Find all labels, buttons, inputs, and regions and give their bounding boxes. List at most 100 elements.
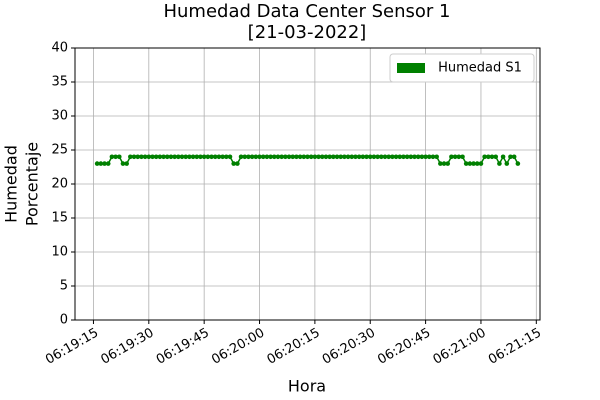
data-point: [187, 154, 192, 160]
data-point: [456, 154, 462, 160]
plot-frame: [74, 47, 541, 321]
data-point: [415, 154, 421, 160]
data-point: [504, 161, 510, 166]
y-tick-label: 35: [51, 75, 68, 90]
data-point: [157, 154, 163, 160]
data-point: [489, 154, 495, 160]
data-point: [308, 154, 314, 160]
x-tick-label: 06:20:00: [209, 326, 267, 368]
data-point: [486, 154, 491, 160]
data-point: [434, 154, 439, 160]
x-tick-label: 06:19:15: [43, 326, 101, 368]
x-tick-label: 06:21:15: [486, 326, 544, 368]
y-tick-label: 25: [51, 143, 68, 158]
data-point: [408, 154, 414, 160]
data-point: [301, 154, 307, 160]
data-point: [105, 161, 111, 166]
data-point: [508, 154, 513, 160]
data-point: [161, 154, 166, 160]
data-point: [286, 154, 292, 160]
data-point: [312, 154, 318, 160]
x-tick-label: 06:20:30: [320, 326, 378, 368]
data-point: [194, 154, 200, 160]
data-point: [216, 154, 222, 160]
data-point: [205, 154, 211, 160]
data-point: [113, 154, 118, 160]
data-point: [227, 154, 233, 160]
data-point: [98, 161, 104, 166]
data-point: [327, 154, 332, 160]
y-axis-label: Porcentaje: [23, 142, 42, 226]
data-point: [253, 154, 259, 160]
data-point: [139, 154, 144, 160]
data-point: [467, 161, 473, 166]
data-point: [297, 154, 303, 160]
data-point: [430, 154, 436, 160]
data-point: [474, 161, 480, 166]
data-point: [323, 154, 329, 160]
data-point: [463, 161, 469, 166]
data-point: [393, 154, 399, 160]
data-point: [150, 154, 155, 160]
data-point: [452, 154, 458, 160]
x-tick-label: 06:21:00: [431, 326, 489, 368]
data-point: [146, 154, 152, 160]
data-point: [423, 154, 428, 160]
data-point: [283, 154, 288, 160]
data-point: [242, 154, 248, 160]
data-point: [426, 154, 432, 160]
data-point: [345, 154, 351, 160]
data-point: [264, 154, 270, 160]
data-point: [493, 154, 499, 160]
data-point: [471, 161, 476, 166]
data-point: [176, 154, 181, 160]
x-tick-label: 06:19:45: [154, 326, 212, 368]
data-point: [338, 154, 344, 160]
data-point: [231, 161, 236, 166]
data-point: [209, 154, 214, 160]
y-tick-label: 15: [51, 211, 68, 226]
data-point: [478, 161, 484, 166]
data-point: [334, 154, 340, 160]
legend-label: Humedad S1: [434, 61, 522, 76]
data-point: [316, 154, 321, 160]
legend-swatch: [397, 63, 425, 73]
data-point: [500, 154, 506, 160]
data-point: [290, 154, 296, 160]
data-point: [142, 154, 148, 160]
data-point: [401, 154, 406, 160]
x-tick-label: 06:20:45: [375, 326, 433, 368]
data-point: [449, 154, 454, 160]
data-point: [212, 154, 218, 160]
data-point: [102, 161, 107, 166]
data-point: [238, 154, 244, 160]
data-point: [172, 154, 177, 160]
data-point: [268, 154, 273, 160]
data-point: [375, 154, 380, 160]
data-point: [271, 154, 277, 160]
data-point: [319, 154, 325, 160]
y-tick-label: 0: [60, 313, 68, 328]
data-point: [460, 154, 465, 160]
data-point: [386, 154, 391, 160]
data-point: [201, 154, 207, 160]
data-point: [294, 154, 299, 160]
x-tick-label: 06:20:15: [265, 326, 323, 368]
data-point: [249, 154, 255, 160]
data-point: [511, 154, 517, 160]
data-point: [349, 154, 355, 160]
data-point: [153, 154, 159, 160]
data-point: [128, 154, 133, 160]
data-point: [441, 161, 447, 166]
data-point: [168, 154, 174, 160]
data-point: [342, 154, 347, 160]
data-point: [116, 154, 122, 160]
y-tick-label: 20: [51, 177, 68, 192]
data-point: [382, 154, 388, 160]
data-point: [275, 154, 281, 160]
x-tick-label: 06:19:30: [98, 326, 156, 368]
data-point: [260, 154, 266, 160]
y-tick-label: 40: [51, 41, 68, 56]
data-point: [257, 154, 262, 160]
data-point: [419, 154, 425, 160]
